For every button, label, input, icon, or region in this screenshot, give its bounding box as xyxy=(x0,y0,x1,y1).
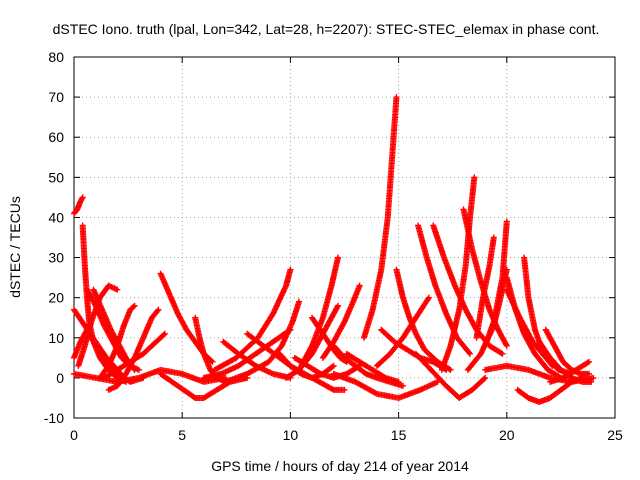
y-tick-label: 60 xyxy=(48,129,64,145)
data-point xyxy=(467,350,474,357)
data-point xyxy=(316,370,323,377)
series-arc-31 xyxy=(415,222,474,357)
plot-frame xyxy=(73,56,616,419)
x-tick-label: 0 xyxy=(70,427,78,443)
series-arc-16 xyxy=(220,338,294,381)
series-arc-09 xyxy=(71,366,229,385)
series-arc-27 xyxy=(360,94,400,341)
data-point xyxy=(356,282,363,289)
data-point xyxy=(161,330,168,337)
series-arc-10 xyxy=(157,270,216,365)
x-tick-label: 25 xyxy=(607,427,623,443)
y-tick-label: 50 xyxy=(48,169,64,185)
data-point xyxy=(586,358,593,365)
data-point xyxy=(296,298,303,305)
data-point xyxy=(503,218,510,225)
series-arc-38 xyxy=(482,218,510,349)
y-tick-label: 80 xyxy=(48,49,64,65)
data-point xyxy=(503,342,510,349)
series-arc-36 xyxy=(412,350,489,401)
y-axis-label: dSTEC / TECUs xyxy=(7,196,23,298)
data-point xyxy=(399,382,406,389)
y-tick-label: 70 xyxy=(48,89,64,105)
data-point xyxy=(381,374,388,381)
data-point xyxy=(341,386,348,393)
series-arc-11 xyxy=(192,314,229,385)
y-tick-label: 10 xyxy=(48,330,64,346)
x-tick-label: 10 xyxy=(283,427,299,443)
y-axis-ticks: -10 0 10 20 30 40 50 60 70 80 xyxy=(44,49,615,426)
data-point xyxy=(498,350,505,357)
data-point xyxy=(466,349,473,356)
grid-lines xyxy=(74,57,615,418)
y-tick-label: 40 xyxy=(48,209,64,225)
chart-title: dSTEC Iono. truth (lpal, Lon=342, Lat=28… xyxy=(53,21,600,37)
data-point xyxy=(131,366,138,373)
data-point xyxy=(130,303,137,310)
series-arc-15 xyxy=(222,298,303,385)
data-point xyxy=(131,302,138,309)
data-point xyxy=(499,350,506,357)
data-point xyxy=(590,374,597,381)
data-point xyxy=(155,306,162,313)
series-arc-26 xyxy=(330,370,441,401)
data-point xyxy=(209,358,216,365)
y-tick-label: -10 xyxy=(44,410,64,426)
y-tick-label: 0 xyxy=(56,370,64,386)
data-point xyxy=(471,174,478,181)
data-point xyxy=(481,375,488,382)
y-tick-label: 20 xyxy=(48,290,64,306)
x-tick-label: 15 xyxy=(391,427,407,443)
data-point xyxy=(482,374,489,381)
series-arc-25 xyxy=(343,350,402,385)
series-arc-00a xyxy=(71,194,86,217)
data-point xyxy=(114,286,121,293)
data-point xyxy=(79,194,86,201)
data-point xyxy=(393,94,400,101)
series-arc-30 xyxy=(373,294,432,369)
data-point xyxy=(490,234,497,241)
data-point xyxy=(335,302,342,309)
data-point xyxy=(395,378,402,385)
data-point xyxy=(160,331,167,338)
x-axis-ticks: 0 5 10 15 20 25 xyxy=(70,57,623,443)
data-point xyxy=(335,254,342,261)
data-point xyxy=(329,363,336,370)
x-axis-label: GPS time / hours of day 214 of year 2014 xyxy=(211,458,469,474)
axes xyxy=(73,56,616,419)
series-arc-35 xyxy=(473,234,497,341)
data-point xyxy=(154,307,161,314)
data-point xyxy=(584,359,591,366)
x-tick-label: 20 xyxy=(499,427,515,443)
data-points xyxy=(71,94,597,405)
data-point xyxy=(330,362,337,369)
y-tick-label: 30 xyxy=(48,250,64,266)
data-point xyxy=(425,294,432,301)
data-point xyxy=(287,266,294,273)
series-arc-46 xyxy=(482,362,597,385)
x-tick-label: 5 xyxy=(178,427,186,443)
